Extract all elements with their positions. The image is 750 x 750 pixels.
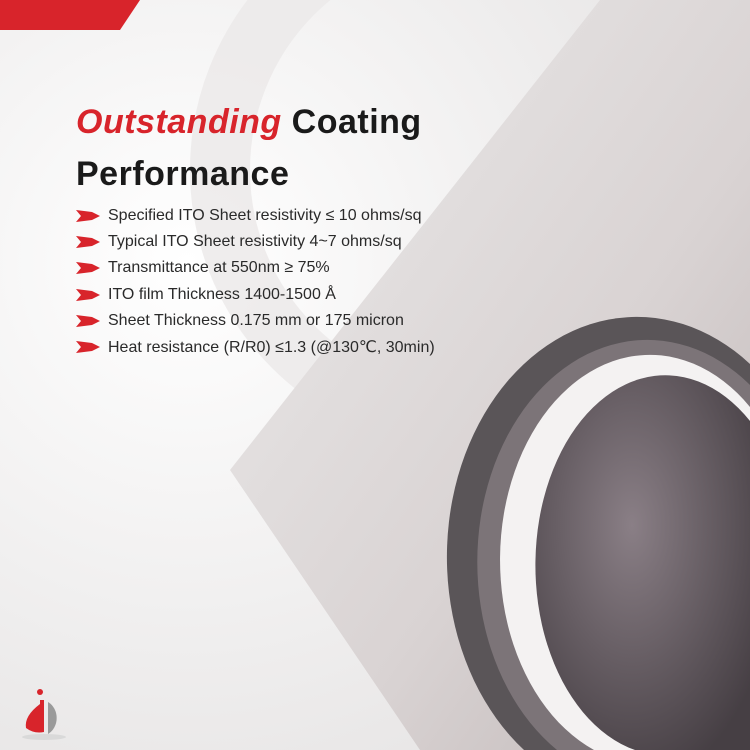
red-chevron-arrow-icon [76, 210, 100, 223]
red-chevron-arrow-icon [76, 236, 100, 249]
red-chevron-arrow-icon [76, 314, 100, 327]
list-item-text: Heat resistance (R/R0) ≤1.3 (@130℃, 30mi… [108, 339, 435, 357]
red-chevron-arrow-icon [76, 262, 100, 275]
spec-list: Specified ITO Sheet resistivity ≤ 10 ohm… [76, 203, 435, 360]
page-title: Outstanding Coating Performance [76, 96, 422, 200]
list-item: Transmittance at 550nm ≥ 75% [76, 255, 435, 281]
red-chevron-arrow-icon [76, 288, 100, 301]
list-item-text: Specified ITO Sheet resistivity ≤ 10 ohm… [108, 207, 422, 225]
list-item-text: ITO film Thickness 1400-1500 Å [108, 285, 336, 303]
film-roll [446, 316, 750, 750]
title-rest: Coating [281, 103, 422, 141]
company-logo-icon [22, 689, 66, 740]
list-item: Heat resistance (R/R0) ≤1.3 (@130℃, 30mi… [76, 334, 435, 360]
list-item: Typical ITO Sheet resistivity 4~7 ohms/s… [76, 229, 435, 255]
title-line2: Performance [76, 155, 290, 193]
list-item-text: Transmittance at 550nm ≥ 75% [108, 259, 330, 277]
list-item: Sheet Thickness 0.175 mm or 175 micron [76, 308, 435, 334]
title-accent: Outstanding [76, 103, 282, 141]
corner-triangle [0, 0, 140, 30]
list-item-text: Typical ITO Sheet resistivity 4~7 ohms/s… [108, 233, 402, 251]
list-item: ITO film Thickness 1400-1500 Å [76, 282, 435, 308]
list-item-text: Sheet Thickness 0.175 mm or 175 micron [108, 311, 404, 329]
list-item: Specified ITO Sheet resistivity ≤ 10 ohm… [76, 203, 435, 229]
red-chevron-arrow-icon [76, 341, 100, 354]
